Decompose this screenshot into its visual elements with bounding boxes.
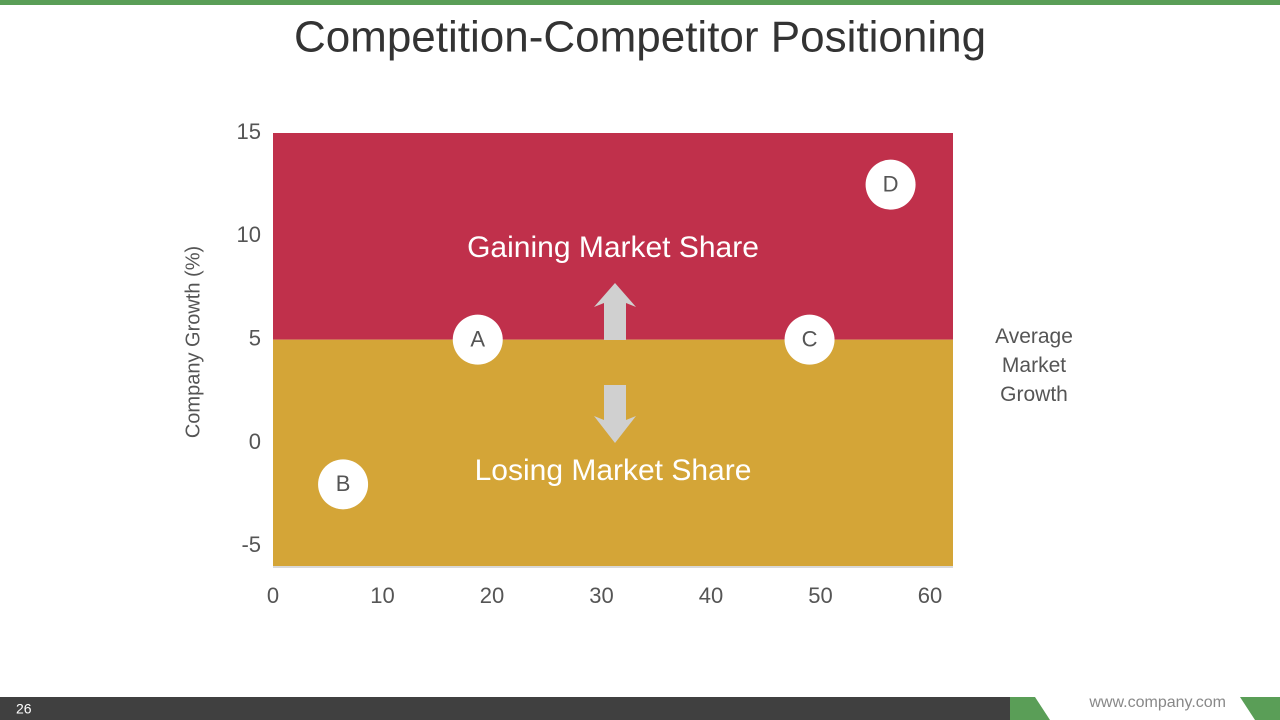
point-label: D xyxy=(883,171,899,196)
region-lower xyxy=(273,339,953,567)
arrow-down xyxy=(594,385,636,443)
x-tick-label: 10 xyxy=(370,583,394,608)
threshold-label: Average Market Growth xyxy=(995,325,1073,406)
y-tick-label: 15 xyxy=(237,119,261,144)
point-label: A xyxy=(470,326,485,351)
x-tick-label: 20 xyxy=(480,583,504,608)
point xyxy=(318,459,369,510)
region-label: Losing Market Share xyxy=(475,454,752,487)
footer-accent xyxy=(1240,697,1280,720)
y-tick-label: 5 xyxy=(249,325,261,350)
region-label: Gaining Market Share xyxy=(467,231,759,264)
arrow-up xyxy=(594,283,636,340)
x-tick-label: 0 xyxy=(267,583,279,608)
plot: Gaining Market Share Losing Market Share 1… xyxy=(237,119,953,608)
y-tick-label: -5 xyxy=(241,532,261,557)
point xyxy=(784,314,835,365)
point xyxy=(452,314,503,365)
bottom-bar xyxy=(0,697,1010,720)
top-bar xyxy=(0,0,1280,5)
y-tick-label: 10 xyxy=(237,222,261,247)
x-tick-label: 30 xyxy=(589,583,613,608)
point-label: B xyxy=(336,471,351,496)
chart-title: Competition-Competitor Positioning xyxy=(294,13,986,62)
point xyxy=(865,159,916,210)
footer-accent xyxy=(1010,697,1050,720)
y-axis-label: Company Growth (%) xyxy=(182,246,204,438)
y-tick-label: 0 xyxy=(249,429,261,454)
page-number: 26 xyxy=(16,701,32,717)
footer-url: www.company.com xyxy=(1088,694,1226,711)
x-tick-label: 50 xyxy=(808,583,832,608)
x-tick-label: 60 xyxy=(918,583,942,608)
point-label: C xyxy=(802,326,818,351)
x-tick-label: 40 xyxy=(699,583,723,608)
